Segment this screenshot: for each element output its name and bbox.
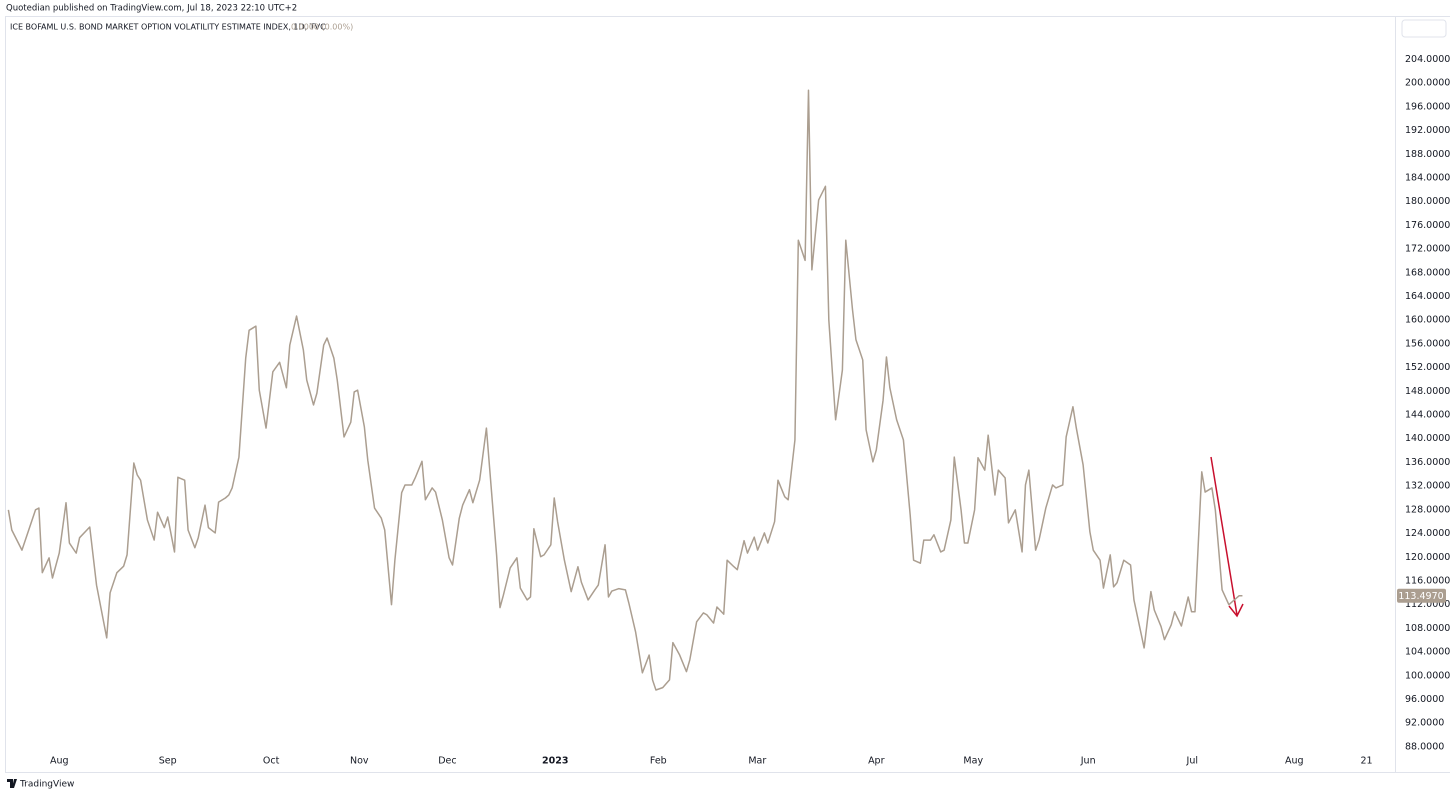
- y-tick-label: 100.0000: [1405, 670, 1450, 681]
- y-tick-label: 140.0000: [1405, 433, 1450, 444]
- x-tick-label: Mar: [748, 756, 766, 767]
- y-tick-label: 192.0000: [1405, 125, 1450, 136]
- y-tick-label: 156.0000: [1405, 338, 1450, 349]
- y-tick-label: 136.0000: [1405, 457, 1450, 468]
- x-tick-label: Nov: [350, 756, 369, 767]
- y-tick-label: 168.0000: [1405, 267, 1450, 278]
- last-price-tag: [1397, 588, 1446, 603]
- y-tick-label: 160.0000: [1405, 315, 1450, 326]
- y-tick-label: 112.0000: [1405, 599, 1450, 610]
- y-tick-label: 92.0000: [1405, 718, 1444, 729]
- y-tick-label: 88.0000: [1405, 741, 1444, 752]
- y-tick-label: 184.0000: [1405, 173, 1450, 184]
- y-tick-label: 124.0000: [1405, 528, 1450, 539]
- y-tick-label: 200.0000: [1405, 78, 1450, 89]
- x-tick-label: 2023: [542, 756, 568, 767]
- y-tick-label: 152.0000: [1405, 362, 1450, 373]
- y-tick-label: 188.0000: [1405, 149, 1450, 160]
- publisher: Quotedian published on TradingView.com, …: [6, 4, 297, 14]
- x-tick-label: Aug: [50, 756, 69, 767]
- y-tick-label: 172.0000: [1405, 244, 1450, 255]
- footer-brand: TradingView: [19, 780, 74, 790]
- y-tick-label: 120.0000: [1405, 552, 1450, 563]
- x-tick-label: Feb: [650, 756, 667, 767]
- y-tick-label: 104.0000: [1405, 647, 1450, 658]
- y-tick-label: 96.0000: [1405, 694, 1444, 705]
- y-tick-label: 180.0000: [1405, 196, 1450, 207]
- y-tick-label: 128.0000: [1405, 504, 1450, 515]
- x-tick-label: May: [963, 756, 983, 767]
- x-tick-label: Jul: [1186, 756, 1198, 767]
- x-tick-label: Oct: [263, 756, 280, 767]
- legend-title: ICE BOFAML U.S. BOND MARKET OPTION VOLAT…: [10, 23, 326, 32]
- y-tick-label: 116.0000: [1405, 575, 1450, 586]
- data-line: [7, 89, 1243, 691]
- x-tick-label: Sep: [159, 756, 177, 767]
- scale-button[interactable]: [1401, 19, 1447, 38]
- y-tick-label: 148.0000: [1405, 386, 1450, 397]
- x-tick-label: Apr: [868, 756, 885, 767]
- arrow-shaft: [1210, 456, 1238, 616]
- footer-logo: TradingView: [7, 779, 74, 790]
- annotation-arrow: [1210, 456, 1244, 618]
- y-tick-label: 108.0000: [1405, 623, 1450, 634]
- x-tick-label: Aug: [1285, 756, 1304, 767]
- y-tick-label: 144.0000: [1405, 410, 1450, 421]
- y-tick-label: 176.0000: [1405, 220, 1450, 231]
- y-tick-label: 196.0000: [1405, 101, 1450, 112]
- x-tick-label: 21: [1360, 756, 1372, 767]
- x-tick-label: Jun: [1080, 756, 1096, 767]
- x-tick-label: Dec: [438, 756, 456, 767]
- last-price-label: 113.4970: [1398, 591, 1443, 602]
- legend-change: 0.0000 (0.00%): [291, 23, 353, 32]
- y-tick-label: 132.0000: [1405, 481, 1450, 492]
- y-tick-label: 204.0000: [1405, 54, 1450, 65]
- arrow-head: [1228, 603, 1244, 618]
- logo-icon: [7, 779, 17, 788]
- y-tick-label: 164.0000: [1405, 291, 1450, 302]
